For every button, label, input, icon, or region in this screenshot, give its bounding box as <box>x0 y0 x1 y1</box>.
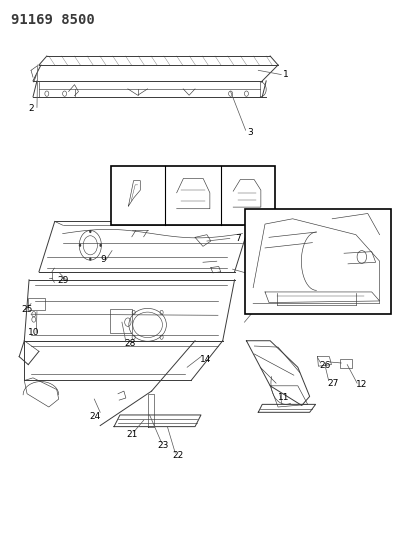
Text: 25: 25 <box>21 305 33 314</box>
Text: 5: 5 <box>174 191 180 200</box>
Text: 29: 29 <box>57 276 68 285</box>
Text: 28: 28 <box>124 339 136 348</box>
Text: 8: 8 <box>248 268 253 277</box>
Text: 14: 14 <box>201 356 212 365</box>
Text: 2: 2 <box>28 104 34 113</box>
Text: 19: 19 <box>350 261 361 270</box>
Text: 27: 27 <box>327 378 338 387</box>
Text: 17: 17 <box>291 254 303 263</box>
Text: 22: 22 <box>173 451 184 461</box>
Bar <box>28 298 45 310</box>
Text: 6: 6 <box>228 191 234 200</box>
Bar <box>341 359 352 368</box>
Circle shape <box>89 230 92 233</box>
Text: 11: 11 <box>278 393 290 402</box>
Bar <box>110 309 132 333</box>
Text: 4: 4 <box>123 191 129 200</box>
Text: 24: 24 <box>90 411 101 421</box>
Text: 9: 9 <box>100 255 106 264</box>
Circle shape <box>89 257 92 261</box>
Text: 7: 7 <box>235 234 241 243</box>
Text: 21: 21 <box>126 430 137 439</box>
Circle shape <box>79 244 81 247</box>
Text: 15: 15 <box>357 228 369 237</box>
Text: 26: 26 <box>320 361 331 370</box>
Text: 10: 10 <box>28 328 40 337</box>
Text: 12: 12 <box>356 379 367 389</box>
Text: 23: 23 <box>158 441 169 450</box>
Text: 16: 16 <box>290 240 302 249</box>
Bar <box>245 209 392 314</box>
Text: 1: 1 <box>283 70 289 79</box>
Text: 18: 18 <box>339 282 350 291</box>
Text: 13: 13 <box>254 303 266 312</box>
Text: 20: 20 <box>323 296 334 305</box>
Bar <box>111 166 275 225</box>
Circle shape <box>100 244 102 247</box>
Text: 3: 3 <box>248 128 253 137</box>
Text: 91169 8500: 91169 8500 <box>11 13 95 27</box>
